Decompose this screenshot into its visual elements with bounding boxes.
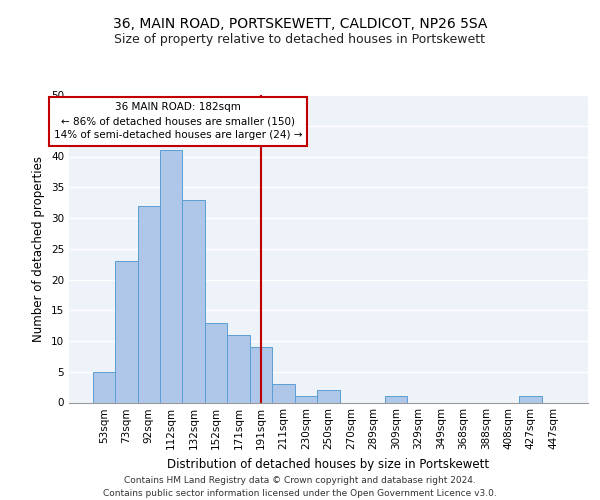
- Bar: [250, 347, 272, 403]
- Bar: [92, 372, 115, 402]
- Bar: [520, 396, 542, 402]
- Text: 36 MAIN ROAD: 182sqm
← 86% of detached houses are smaller (150)
14% of semi-deta: 36 MAIN ROAD: 182sqm ← 86% of detached h…: [54, 102, 302, 141]
- Bar: [182, 200, 205, 402]
- X-axis label: Distribution of detached houses by size in Portskewett: Distribution of detached houses by size …: [167, 458, 490, 471]
- Bar: [137, 206, 160, 402]
- Text: Size of property relative to detached houses in Portskewett: Size of property relative to detached ho…: [115, 32, 485, 46]
- Bar: [227, 335, 250, 402]
- Text: Contains HM Land Registry data © Crown copyright and database right 2024.
Contai: Contains HM Land Registry data © Crown c…: [103, 476, 497, 498]
- Bar: [115, 261, 137, 402]
- Bar: [385, 396, 407, 402]
- Bar: [160, 150, 182, 402]
- Bar: [272, 384, 295, 402]
- Bar: [205, 322, 227, 402]
- Y-axis label: Number of detached properties: Number of detached properties: [32, 156, 46, 342]
- Text: 36, MAIN ROAD, PORTSKEWETT, CALDICOT, NP26 5SA: 36, MAIN ROAD, PORTSKEWETT, CALDICOT, NP…: [113, 18, 487, 32]
- Bar: [295, 396, 317, 402]
- Bar: [317, 390, 340, 402]
